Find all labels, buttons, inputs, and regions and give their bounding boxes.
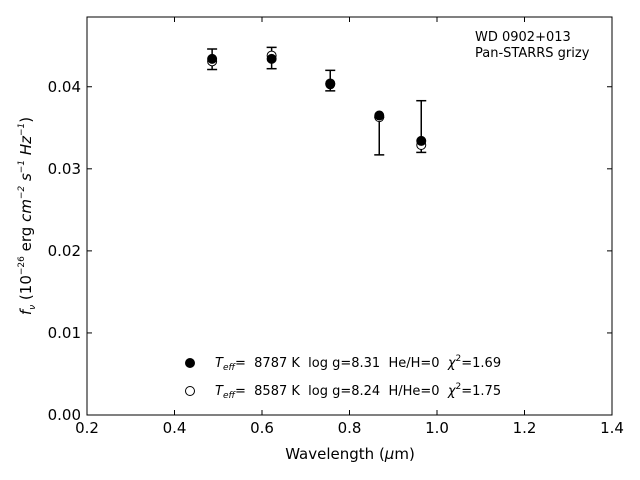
legend-entry-open: Teff= 8587 K log g=8.24 H/He=0 χ2=1.75 (215, 382, 501, 401)
legend-entry-filled: Teff= 8787 K log g=8.31 He/H=0 χ2=1.69 (215, 354, 501, 373)
error-bars (207, 46, 427, 156)
annotation-line-1: WD 0902+013 (475, 30, 571, 45)
tick-labels: 0.2 0.4 0.6 0.8 1.0 1.2 1.4 0.00 0.01 0.02 0.03 0.0… (48, 78, 624, 437)
data-point-filled (266, 53, 277, 64)
data-points (207, 50, 427, 151)
x-tick-label: 1.0 (425, 419, 449, 437)
x-axis-label: Wavelength (μm) (285, 445, 415, 463)
data-point-filled (374, 110, 385, 121)
data-point-filled (325, 79, 336, 90)
y-tick-label: 0.02 (48, 242, 81, 260)
legend-marker-filled (185, 358, 195, 368)
y-tick-label: 0.04 (48, 78, 81, 96)
x-tick-label: 0.6 (250, 419, 274, 437)
error-bar (374, 116, 385, 156)
legend-marker-open (185, 386, 195, 396)
data-point-filled (207, 53, 218, 64)
data-point-filled (416, 135, 427, 146)
x-tick-label: 0.8 (338, 419, 362, 437)
y-tick-label: 0.03 (48, 160, 81, 178)
y-axis-label: fν (10−26 erg cm−2 s−1 Hz−1) (17, 117, 38, 315)
annotation-line-2: Pan-STARRS grizy (475, 46, 590, 61)
y-tick-label: 0.01 (48, 324, 81, 342)
legend: Teff= 8787 K log g=8.31 He/H=0 χ2=1.69 T… (185, 354, 501, 401)
axis-ticks (86, 17, 613, 416)
x-tick-label: 1.4 (600, 419, 624, 437)
x-tick-label: 0.2 (75, 419, 99, 437)
y-tick-label: 0.00 (48, 406, 81, 424)
x-tick-label: 1.2 (513, 419, 537, 437)
x-tick-label: 0.4 (163, 419, 187, 437)
